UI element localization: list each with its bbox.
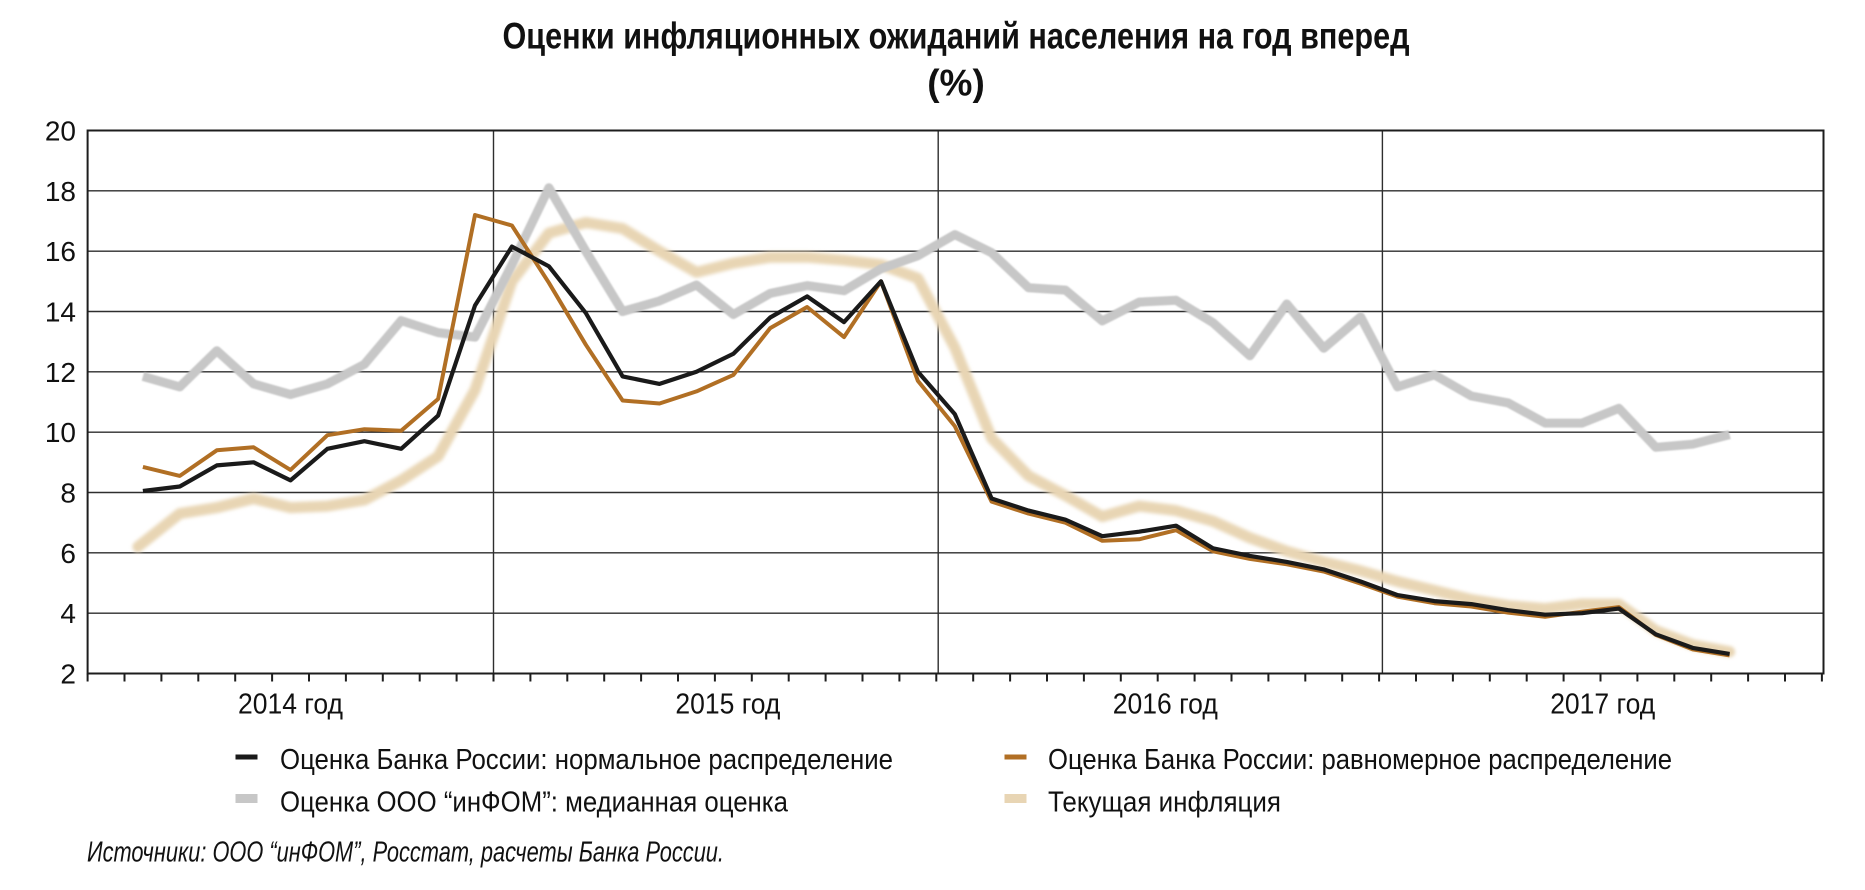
svg-text:2016 год: 2016 год — [1113, 689, 1218, 721]
svg-text:Оценка Банка России: нормально: Оценка Банка России: нормальное распреде… — [280, 744, 893, 776]
svg-text:2015 год: 2015 год — [675, 689, 780, 721]
svg-text:Текущая инфляция: Текущая инфляция — [1048, 787, 1281, 819]
svg-text:2: 2 — [60, 659, 76, 690]
svg-text:(%): (%) — [927, 63, 985, 104]
svg-text:14: 14 — [45, 297, 76, 328]
svg-text:8: 8 — [60, 478, 76, 509]
svg-text:16: 16 — [45, 236, 76, 267]
svg-text:10: 10 — [45, 417, 76, 448]
svg-text:Оценки инфляционных ожиданий н: Оценки инфляционных ожиданий населения н… — [503, 16, 1410, 57]
svg-text:2014 год: 2014 год — [238, 689, 343, 721]
svg-text:12: 12 — [45, 357, 76, 388]
svg-text:4: 4 — [60, 598, 76, 629]
svg-text:6: 6 — [60, 538, 76, 569]
svg-text:18: 18 — [45, 176, 76, 207]
svg-text:Источники: ООО “инФОМ”, Росста: Источники: ООО “инФОМ”, Росстат, расчеты… — [87, 837, 724, 869]
svg-text:Оценка ООО “инФОМ”: медианная: Оценка ООО “инФОМ”: медианная оценка — [280, 787, 789, 819]
svg-text:20: 20 — [45, 116, 76, 147]
svg-text:Оценка Банка России: равномерн: Оценка Банка России: равномерное распред… — [1048, 744, 1672, 776]
svg-text:2017 год: 2017 год — [1550, 689, 1655, 721]
